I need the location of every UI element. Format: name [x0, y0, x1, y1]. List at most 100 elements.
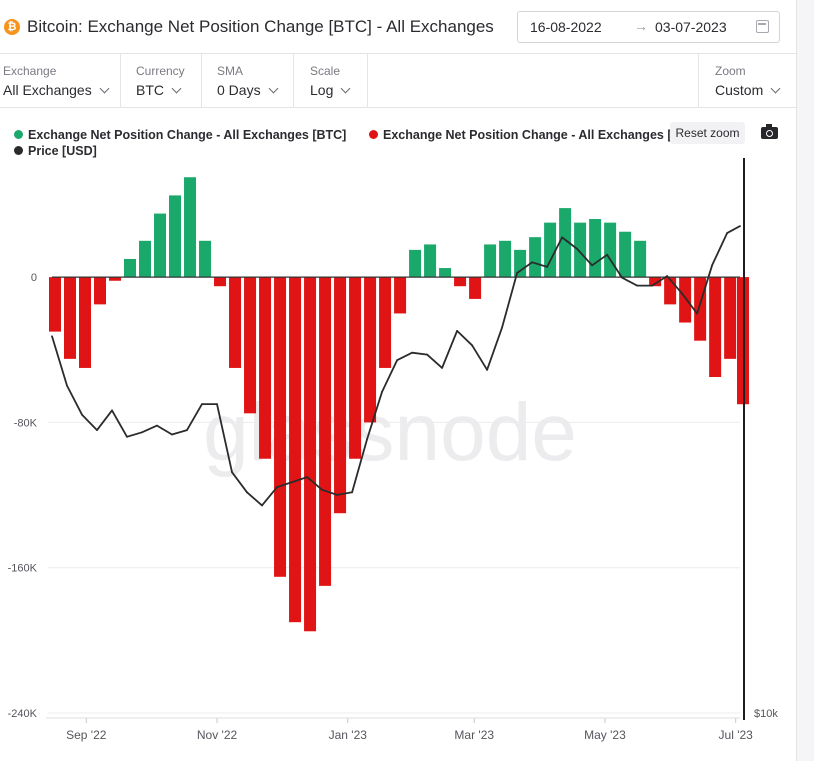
bar [589, 219, 602, 278]
bar [574, 222, 587, 278]
price-point [651, 284, 654, 287]
bar [199, 240, 212, 278]
bar [184, 177, 197, 278]
bar [439, 268, 452, 278]
scale-label: Scale [310, 64, 341, 78]
chevron-down-icon [340, 83, 351, 94]
scale-select[interactable]: Scale Log [310, 54, 366, 108]
zoom-label: Zoom [715, 64, 746, 78]
bar [319, 277, 332, 586]
price-point [426, 353, 428, 356]
price-point [186, 429, 188, 431]
price-point [306, 476, 308, 479]
price-point [531, 261, 533, 264]
price-point [351, 491, 353, 494]
x-tick-label: Jul '23 [719, 728, 754, 742]
bar [349, 277, 362, 459]
currency-label: Currency [136, 64, 185, 78]
bar [169, 195, 182, 278]
price-axis-tick-label: $10k [754, 708, 778, 720]
legend-negative[interactable]: Exchange Net Position Change - All Excha… [369, 127, 670, 145]
price-point [606, 253, 609, 256]
sma-value[interactable]: 0 Days [217, 82, 279, 98]
price-point [441, 366, 443, 369]
zoom-value[interactable]: Custom [715, 82, 781, 98]
price-point [681, 292, 684, 295]
price-point [171, 433, 173, 436]
bar [394, 277, 407, 314]
x-tick-label: May '23 [584, 728, 626, 742]
bar [259, 277, 272, 459]
bar [139, 240, 152, 278]
bar [634, 240, 647, 278]
price-axis: $10k [743, 158, 778, 720]
bar [48, 277, 62, 332]
bar [604, 222, 617, 278]
bar [334, 277, 347, 514]
x-tick-label: Mar '23 [454, 728, 494, 742]
bar [469, 277, 482, 299]
bar [124, 258, 137, 278]
price-point [141, 431, 143, 434]
chevron-down-icon [770, 83, 781, 94]
price-point [291, 481, 293, 484]
bar [514, 249, 527, 278]
price-point [126, 435, 128, 438]
price-point [336, 494, 338, 496]
price-point [666, 275, 669, 278]
sma-select[interactable]: SMA 0 Days [217, 54, 291, 108]
y-tick-label: 0 [31, 272, 37, 284]
price-point [81, 413, 83, 416]
y-tick-label: -240K [8, 708, 38, 720]
divider [367, 54, 368, 108]
calendar-icon[interactable] [756, 20, 769, 33]
date-end-input[interactable]: 03-07-2023 [655, 19, 727, 35]
legend-negative-dot [369, 130, 378, 139]
legend-positive[interactable]: Exchange Net Position Change - All Excha… [14, 128, 346, 142]
bar [499, 240, 512, 278]
price-point [546, 265, 549, 268]
exchange-select[interactable]: Exchange All Exchanges [3, 54, 118, 108]
reset-zoom-button[interactable]: Reset zoom [670, 122, 745, 144]
chevron-down-icon [268, 83, 279, 94]
price-point [321, 488, 323, 491]
bar [454, 277, 467, 287]
bar [364, 277, 377, 423]
camera-icon[interactable] [761, 124, 778, 139]
price-point [396, 359, 398, 362]
zoom-select[interactable]: Zoom Custom [715, 54, 793, 108]
price-point [516, 272, 518, 274]
chart-header: ₿ Bitcoin: Exchange Net Position Change … [0, 0, 796, 54]
bar [379, 277, 392, 368]
price-point [156, 424, 158, 427]
price-point [501, 326, 503, 329]
price-point [636, 284, 639, 287]
currency-value[interactable]: BTC [136, 82, 182, 98]
price-point [456, 330, 458, 332]
bar [694, 277, 707, 341]
currency-select[interactable]: Currency BTC [136, 54, 206, 108]
price-point [216, 403, 218, 406]
bar [484, 244, 497, 278]
price-point [51, 335, 53, 338]
exchange-value[interactable]: All Exchanges [3, 82, 110, 98]
price-point [276, 486, 278, 489]
price-point [621, 276, 624, 279]
scale-value[interactable]: Log [310, 82, 351, 98]
price-point [591, 264, 594, 267]
chevron-down-icon [99, 83, 110, 94]
bar [649, 277, 662, 287]
price-point [471, 344, 473, 347]
right-panel-edge [796, 0, 814, 761]
divider [293, 54, 294, 108]
price-point [576, 248, 579, 250]
y-axis: 0 -80K -160K -240K [8, 272, 38, 720]
date-range-picker[interactable]: 16-08-2022 → 03-07-2023 [517, 11, 780, 43]
bar [289, 277, 302, 623]
date-start-input[interactable]: 16-08-2022 [530, 19, 602, 35]
legend-price[interactable]: Price [USD] [14, 144, 97, 158]
bar [214, 277, 227, 287]
legend-price-dot [14, 146, 23, 155]
exchange-label: Exchange [3, 64, 57, 78]
bar [724, 277, 737, 359]
